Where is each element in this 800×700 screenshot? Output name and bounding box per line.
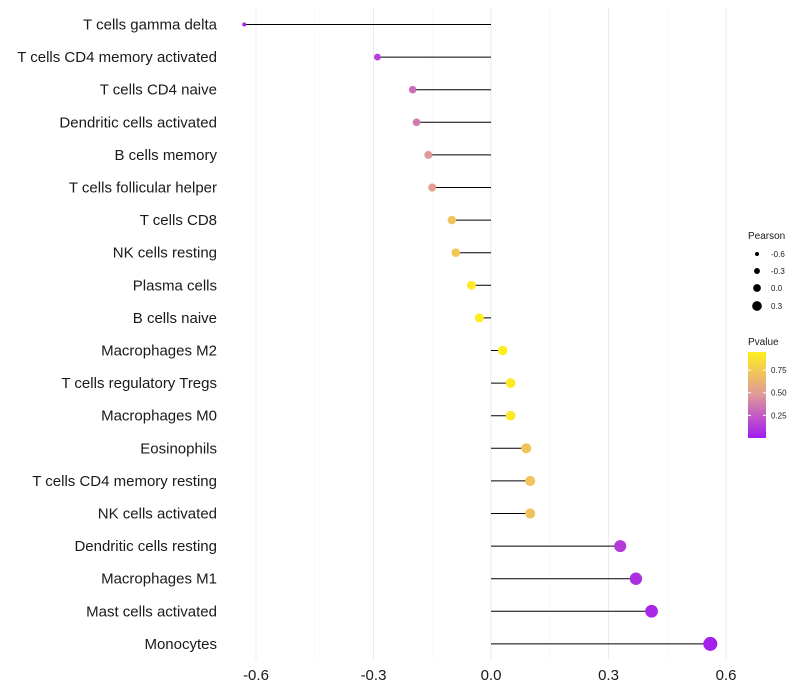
colorbar-label: 0.25 [771,411,787,420]
category-label: NK cells resting [113,245,217,262]
data-point [505,410,516,421]
stems [244,24,711,645]
category-label: Dendritic cells resting [74,538,217,555]
legend-pearson-title: Pearson [748,231,785,242]
category-label: B cells naive [133,310,217,327]
category-label: T cells CD4 memory activated [17,49,217,66]
category-label: Eosinophils [140,440,217,457]
data-point [497,345,508,356]
colorbar-label: 0.50 [771,389,787,398]
category-label: Macrophages M0 [101,408,217,425]
data-point [412,118,421,127]
category-label: Plasma cells [133,277,217,294]
legend-size-label: -0.3 [771,267,785,276]
x-tick-label: -0.3 [361,667,387,684]
legend-size-key [755,252,759,256]
category-label: Mast cells activated [86,603,217,620]
pvalue-colorbar [748,352,766,438]
legend-size-label: -0.6 [771,250,785,259]
category-label: NK cells activated [98,506,217,523]
data-point [447,215,457,225]
data-points [242,22,718,651]
category-label: T cells CD4 memory resting [32,473,217,490]
legend-size-key [752,301,762,311]
category-label: Dendritic cells activated [59,114,217,131]
data-point [451,248,461,257]
data-point [703,636,718,651]
x-tick-label: -0.6 [243,667,269,684]
category-label: T cells CD4 naive [100,82,217,99]
category-label: Macrophages M1 [101,571,217,588]
legend-pearson: Pearson -0.6 -0.3 0.0 0.3 [748,231,785,311]
category-label: T cells regulatory Tregs [61,375,217,392]
data-point [525,508,536,519]
legend-pvalue: Pvalue 0.25 0.50 0.75 [748,337,787,438]
data-point [242,22,247,27]
legend-size-key [754,268,760,274]
category-label: Macrophages M2 [101,343,217,360]
x-tick-label: 0.6 [716,667,737,684]
x-tick-label: 0.0 [481,667,502,684]
category-label: T cells gamma delta [83,17,218,34]
category-label: Monocytes [144,636,217,653]
data-point [525,475,536,486]
category-label: B cells memory [114,147,217,164]
legend-size-label: 0.0 [771,284,783,293]
data-point [466,280,476,290]
data-point [428,183,437,192]
data-point [373,53,381,61]
data-point [424,150,433,159]
category-labels: T cells gamma delta T cells CD4 memory ac… [17,17,217,653]
grid-lines [255,8,727,660]
data-point [614,540,627,553]
legend-pvalue-title: Pvalue [748,337,779,348]
data-point [408,85,417,94]
data-point [505,378,516,388]
data-point [521,443,532,454]
colorbar-label: 0.75 [771,366,787,375]
category-label: T cells follicular helper [69,180,217,197]
data-point [474,313,484,323]
x-axis-ticks: -0.6 -0.3 0.0 0.3 0.6 [243,667,736,684]
data-point [629,572,643,585]
data-point [645,604,658,618]
legend-size-label: 0.3 [771,302,783,311]
x-tick-label: 0.3 [598,667,619,684]
legend-size-key [753,284,761,292]
category-label: T cells CD8 [140,212,217,229]
